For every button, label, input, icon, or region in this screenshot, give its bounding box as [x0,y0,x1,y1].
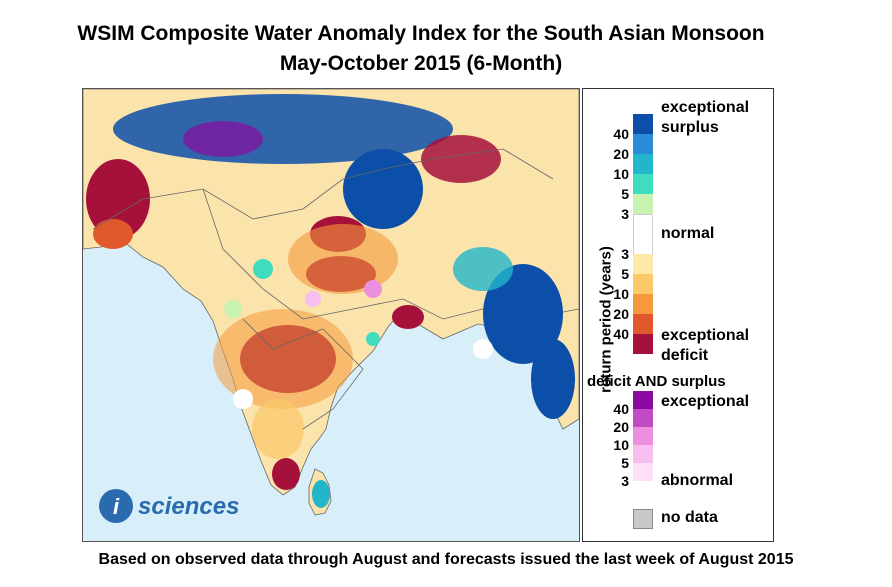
tick-deficit-40: 40 [613,326,629,342]
patch-surplus [224,300,242,318]
swatch-both-3 [633,463,653,481]
label-both-header: deficit AND surplus [587,373,726,390]
patch-surplus [253,259,273,279]
label-exceptional-surplus-2: surplus [661,119,719,136]
border-line [242,318,364,430]
swatch-surplus-10 [633,154,653,174]
label-exceptional-deficit-1: exceptional [661,327,750,344]
tick-both-5: 5 [621,455,629,471]
swatch-deficit-10 [633,294,653,314]
swatch-deficit-40 [633,334,653,354]
patch-surplus-exceptional [483,264,563,364]
map-canvas [82,88,580,541]
patch-deficit-exceptional [272,458,300,490]
patch-surplus-exceptional [531,339,575,419]
label-both-exceptional: exceptional [661,393,750,410]
label-normal: normal [661,225,715,242]
swatch-deficit-20 [633,314,653,334]
logo-graphic: i sciences [99,489,239,523]
patch-surplus [366,332,380,346]
swatch-both-10 [633,427,653,445]
tick-both-10: 10 [613,437,629,453]
map-title: WSIM Composite Water Anomaly Index for t… [77,22,765,45]
tick-surplus-40: 40 [613,126,629,142]
swatch-both-5 [633,445,653,463]
swatch-deficit-5 [633,274,653,294]
swatch-both-20 [633,409,653,427]
patch-normal [233,389,253,409]
tick-deficit-5: 5 [621,266,629,282]
patch-surplus-exceptional [113,94,453,164]
patch-surplus [312,480,330,508]
tick-surplus-10: 10 [613,166,629,182]
logo-circle [99,489,133,523]
patch-surplus-exceptional [343,149,423,229]
patch-surplus [453,247,513,291]
label-exceptional-surplus-1: exceptional [661,99,750,116]
tick-both-20: 20 [613,419,629,435]
tick-both-3: 3 [621,473,629,489]
tick-deficit-20: 20 [613,306,629,322]
label-exceptional-deficit-2: deficit [661,347,709,364]
swatch-both-40 [633,391,653,409]
patch-both [364,280,382,298]
tick-deficit-3: 3 [621,246,629,262]
swatch-normal [633,214,653,256]
anomaly-map [82,88,580,542]
patch-deficit [252,399,304,459]
logo-letter: i [113,494,120,519]
patch-deficit-exceptional [86,159,150,239]
label-no-data: no data [661,509,718,526]
label-both-abnormal: abnormal [661,472,734,489]
patch-both [305,291,321,307]
tick-surplus-20: 20 [613,146,629,162]
patch-normal [473,339,493,359]
swatch-deficit-3 [633,254,653,274]
patch-deficit-exceptional [392,305,424,329]
swatch-surplus-3 [633,194,653,214]
patch-deficit-exceptional [421,135,501,183]
footer-note: Based on observed data through August an… [98,551,794,568]
map-subtitle: May-October 2015 (6-Month) [279,52,563,75]
border-line [202,188,484,320]
tick-both-40: 40 [613,401,629,417]
tick-surplus-5: 5 [621,186,629,202]
tick-surplus-3: 3 [621,206,629,222]
patch-deficit [213,309,353,409]
patch-deficit [288,224,398,294]
tick-deficit-10: 10 [613,286,629,302]
border-line [92,148,554,230]
logo-text: sciences [138,493,239,520]
isciences-logo: i sciences [98,486,258,535]
legend: return period (years) 40 20 10 5 3 3 5 1… [582,88,774,542]
patch-both-exceptional [183,121,263,157]
swatch-surplus-20 [633,134,653,154]
swatch-no-data [633,509,653,529]
swatch-surplus-5 [633,174,653,194]
swatch-surplus-40 [633,114,653,134]
patch-deficit [93,219,133,249]
